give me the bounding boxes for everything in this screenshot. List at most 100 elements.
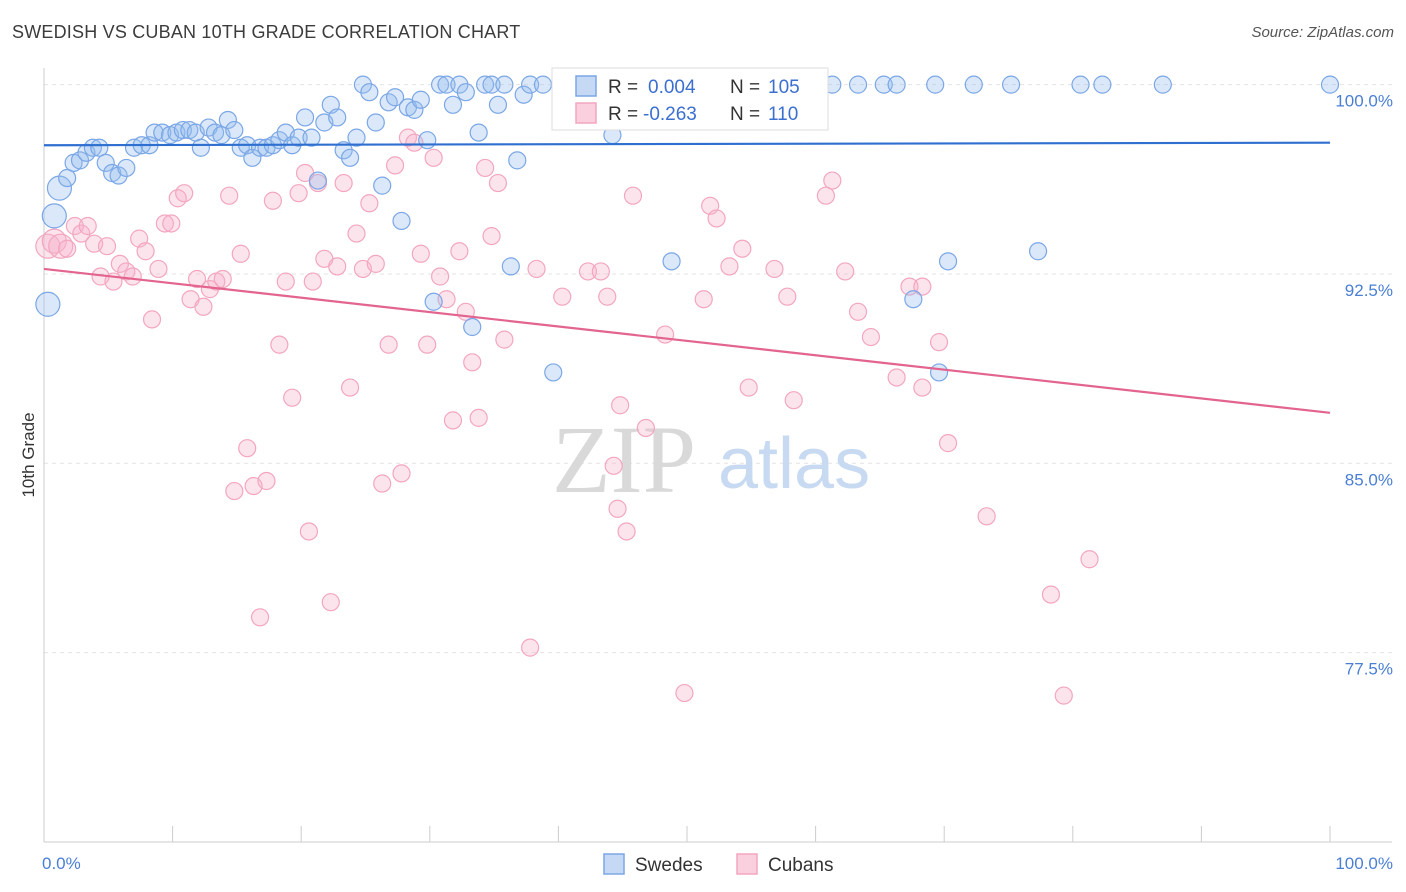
cubans-point-13 (123, 267, 142, 286)
trend-line-swedes (43, 141, 1331, 147)
swedes-point-39 (295, 108, 315, 127)
cubans-point-46 (328, 257, 347, 276)
cubans-point-94 (778, 287, 797, 306)
cubans-point-110 (1080, 550, 1099, 569)
series-swedes (35, 75, 1340, 382)
trend-lines (43, 141, 1331, 414)
swedes-point-44 (328, 108, 347, 127)
cubans-point-71 (488, 173, 508, 193)
cubans-point-72 (495, 330, 514, 349)
cubans-point-39 (289, 184, 308, 203)
cubans-point-24 (194, 297, 213, 316)
cubans-point-83 (623, 186, 643, 205)
cubans-point-62 (430, 267, 450, 286)
swedes-point-5 (70, 151, 90, 170)
swedes-point-53 (385, 88, 405, 107)
y-tick-label-0: 77.5% (1345, 660, 1393, 679)
watermark-zip: ZIP (552, 406, 696, 513)
cubans-point-4 (65, 216, 84, 236)
cubans-point-3 (58, 239, 77, 258)
cubans-point-37 (276, 272, 295, 291)
cubans-point-101 (887, 368, 906, 387)
cubans-point-42 (303, 272, 322, 291)
swedes-point-103 (1071, 75, 1090, 94)
swedes-point-41 (308, 171, 328, 190)
cubans-point-96 (816, 186, 835, 205)
cubans-point-78 (598, 287, 617, 306)
watermark-atlas: atlas (718, 424, 870, 504)
swedes-point-28 (225, 120, 244, 140)
swedes-point-56 (405, 100, 424, 119)
swedes-point-60 (430, 75, 450, 94)
cubans-point-93 (765, 259, 784, 279)
swedes-point-105 (1153, 75, 1172, 94)
swedes-point-31 (243, 148, 262, 167)
grid (44, 84, 1392, 654)
cubans-point-61 (424, 148, 443, 167)
cubans-point-51 (360, 194, 379, 213)
swedes-point-99 (938, 252, 958, 271)
cubans-point-87 (694, 290, 713, 309)
cubans-point-77 (591, 262, 610, 281)
cubans-point-91 (733, 239, 752, 258)
cubans-point-106 (938, 434, 958, 453)
swedes-point-45 (334, 141, 353, 160)
swedes-point-74 (521, 75, 540, 94)
stats-r-value-cubans: -0.263 (643, 104, 697, 125)
cubans-point-99 (848, 302, 868, 321)
cubans-point-67 (463, 353, 482, 372)
x-tick-label-max: 100.0% (1335, 854, 1393, 873)
stats-legend: R = 0.004 N = 105 R = -0.263 N = 110 (551, 67, 829, 131)
chart-title: SWEDISH VS CUBAN 10TH GRADE CORRELATION … (12, 22, 521, 42)
swedes-point-75 (533, 75, 553, 94)
y-tick-label-3: 100.0% (1335, 92, 1393, 111)
cubans-point-49 (347, 224, 366, 243)
stats-n-value-swedes: 105 (768, 77, 800, 98)
swedes-point-98 (929, 363, 949, 382)
cubans-point-29 (225, 481, 244, 501)
cubans-point-105 (929, 333, 949, 352)
cubans-point-47 (334, 173, 353, 193)
swedes-point-82 (662, 252, 681, 271)
swedes-point-97 (926, 75, 945, 94)
cubans-point-68 (469, 408, 488, 427)
swedes-point-70 (495, 75, 514, 94)
cubans-point-80 (608, 499, 627, 518)
cubans-point-19 (162, 214, 181, 233)
stats-n-value-cubans: 110 (768, 104, 798, 125)
cubans-point-5 (72, 224, 91, 243)
cubans-point-73 (521, 638, 540, 657)
swedes-point-9 (96, 153, 115, 172)
swedes-point-49 (360, 83, 379, 102)
stats-legend-swatch-swedes (575, 75, 597, 97)
legend-swatch-cubans (736, 853, 758, 875)
legend-label-cubans: Cubans (768, 855, 834, 876)
swedes-point-23 (191, 138, 210, 157)
swedes-point-61 (437, 75, 456, 94)
swedes-point-72 (508, 151, 527, 170)
cubans-point-92 (739, 378, 758, 397)
cubans-point-82 (617, 522, 636, 541)
cubans-point-56 (392, 464, 411, 483)
cubans-point-17 (149, 259, 168, 279)
cubans-point-108 (1041, 585, 1061, 604)
cubans-point-55 (385, 156, 405, 175)
swedes-point-66 (469, 123, 488, 142)
swedes-point-100 (964, 75, 983, 94)
cubans-point-64 (443, 411, 463, 430)
cubans-point-59 (411, 244, 430, 263)
series-cubans (35, 128, 1099, 705)
cubans-point-86 (675, 683, 694, 703)
cubans-point-18 (155, 214, 174, 233)
cubans-point-30 (231, 244, 250, 263)
cubans-point-21 (175, 184, 194, 203)
swedes-point-76 (544, 363, 563, 382)
y-tick-label-2: 92.5% (1345, 281, 1393, 300)
swedes-point-64 (456, 83, 475, 102)
stats-r-label-cubans: R = (608, 104, 638, 125)
swedes-point-94 (874, 75, 893, 94)
cubans-point-84 (636, 418, 655, 438)
swedes-point-16 (145, 123, 164, 142)
cubans-point-65 (450, 242, 469, 261)
cubans-point-100 (861, 327, 880, 347)
